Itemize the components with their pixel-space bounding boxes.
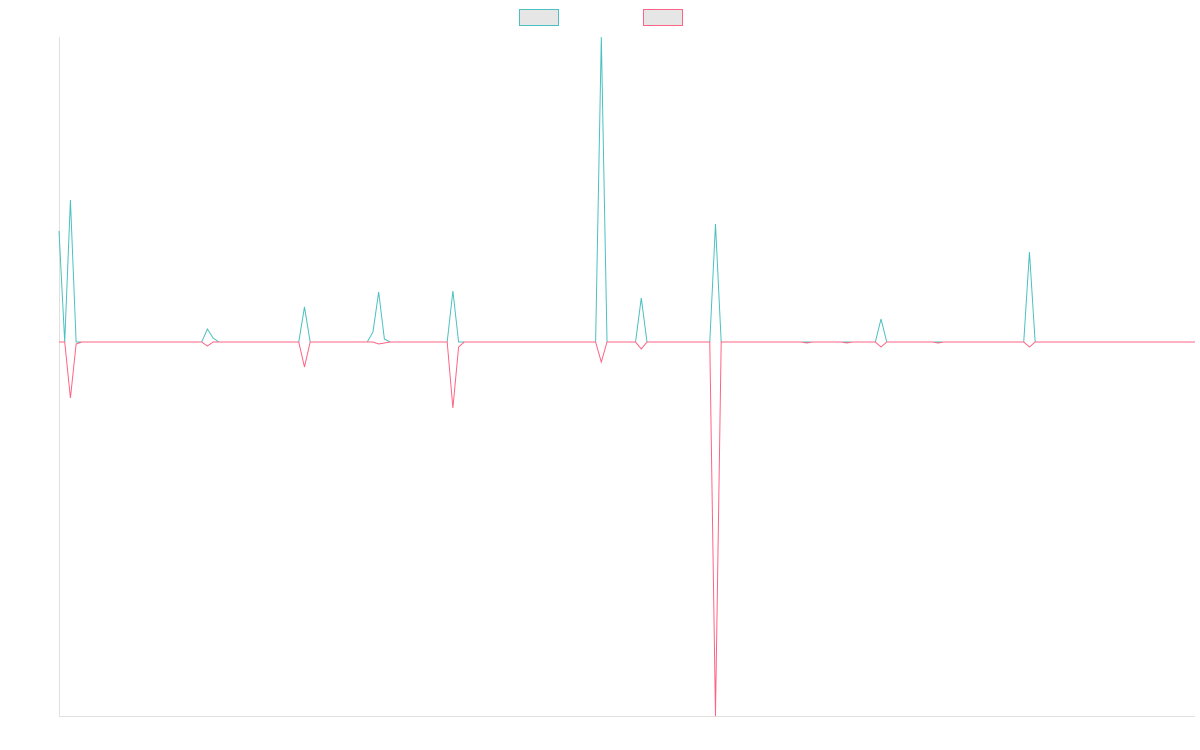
series-line bbox=[59, 341, 1195, 717]
legend-swatch bbox=[519, 9, 559, 26]
legend-swatch bbox=[643, 9, 683, 26]
series-line bbox=[58, 36, 1195, 343]
